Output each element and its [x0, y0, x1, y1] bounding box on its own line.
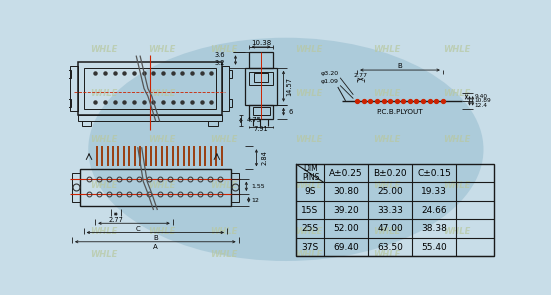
- Text: 38.38: 38.38: [422, 224, 447, 233]
- Text: 15S: 15S: [301, 206, 318, 215]
- Text: WHLE: WHLE: [90, 45, 117, 54]
- Text: 52.00: 52.00: [333, 224, 359, 233]
- Bar: [78, 115, 222, 121]
- Text: WHLE: WHLE: [442, 45, 470, 54]
- Bar: [231, 173, 239, 202]
- Text: WHLE: WHLE: [148, 135, 176, 144]
- Text: 3.2: 3.2: [215, 60, 225, 66]
- Text: WHLE: WHLE: [295, 227, 323, 236]
- Text: 37S: 37S: [301, 243, 318, 252]
- Text: B±0.20: B±0.20: [373, 169, 407, 178]
- Text: WHLE: WHLE: [148, 181, 176, 190]
- Text: B: B: [153, 235, 158, 241]
- Text: WHLE: WHLE: [210, 250, 237, 259]
- Text: 14.57: 14.57: [286, 77, 292, 96]
- Bar: [222, 66, 229, 111]
- Text: 9S: 9S: [304, 187, 316, 196]
- Bar: [249, 105, 273, 119]
- Bar: [67, 70, 71, 78]
- Text: WHLE: WHLE: [295, 89, 323, 98]
- Bar: [208, 121, 218, 126]
- Text: WHLE: WHLE: [90, 135, 117, 144]
- Bar: [250, 72, 273, 86]
- Text: C: C: [136, 226, 140, 232]
- Text: 10.38: 10.38: [251, 40, 271, 46]
- Text: WHLE: WHLE: [90, 89, 117, 98]
- Text: 25S: 25S: [301, 224, 318, 233]
- Bar: [82, 121, 91, 126]
- Text: 4.75: 4.75: [247, 117, 262, 123]
- Text: 69.40: 69.40: [333, 243, 359, 252]
- Text: WHLE: WHLE: [442, 135, 470, 144]
- Text: 55.40: 55.40: [422, 243, 447, 252]
- Text: 7.91: 7.91: [254, 126, 268, 132]
- Text: WHLE: WHLE: [148, 89, 176, 98]
- Text: 12: 12: [251, 198, 259, 203]
- Text: WHLE: WHLE: [295, 135, 323, 144]
- Text: 10.89: 10.89: [474, 98, 491, 103]
- Bar: [71, 66, 78, 111]
- Text: 2.77: 2.77: [109, 217, 123, 223]
- Text: WHLE: WHLE: [373, 135, 401, 144]
- Text: WHLE: WHLE: [90, 250, 117, 259]
- Text: 2.84: 2.84: [261, 150, 267, 165]
- Bar: [296, 164, 494, 256]
- Text: 33.33: 33.33: [377, 206, 403, 215]
- Bar: [252, 107, 269, 115]
- Text: WHLE: WHLE: [373, 181, 401, 190]
- Text: WHLE: WHLE: [442, 89, 470, 98]
- Text: WHLE: WHLE: [442, 181, 470, 190]
- Text: 3.6: 3.6: [215, 53, 225, 58]
- Text: WHLE: WHLE: [295, 181, 323, 190]
- Bar: [67, 99, 71, 107]
- Text: WHLE: WHLE: [210, 45, 237, 54]
- Text: 6: 6: [288, 109, 293, 115]
- Bar: [229, 99, 233, 107]
- Text: 39.20: 39.20: [333, 206, 359, 215]
- Text: φ1.09: φ1.09: [321, 79, 338, 84]
- Text: B: B: [398, 63, 402, 69]
- Text: A: A: [153, 244, 158, 250]
- Text: 1.55: 1.55: [251, 184, 264, 189]
- Text: WHLE: WHLE: [442, 227, 470, 236]
- Text: 24.66: 24.66: [422, 206, 447, 215]
- Text: 19.33: 19.33: [422, 187, 447, 196]
- Text: WHLE: WHLE: [295, 250, 323, 259]
- Text: PINS: PINS: [302, 173, 320, 182]
- Text: WHLE: WHLE: [148, 45, 176, 54]
- Text: WHLE: WHLE: [90, 227, 117, 236]
- Text: 25.00: 25.00: [377, 187, 403, 196]
- Text: WHLE: WHLE: [148, 227, 176, 236]
- Text: 2.77: 2.77: [354, 73, 368, 78]
- Bar: [229, 70, 233, 78]
- Text: WHLE: WHLE: [210, 135, 237, 144]
- Text: 30.80: 30.80: [333, 187, 359, 196]
- Text: WHLE: WHLE: [210, 227, 237, 236]
- Text: WHLE: WHLE: [373, 45, 401, 54]
- Text: WHLE: WHLE: [373, 89, 401, 98]
- Text: 12.4: 12.4: [474, 103, 487, 108]
- Bar: [245, 68, 277, 105]
- Text: WHLE: WHLE: [210, 181, 237, 190]
- Text: C±0.15: C±0.15: [417, 169, 451, 178]
- Ellipse shape: [88, 38, 483, 261]
- Bar: [249, 52, 273, 68]
- Bar: [80, 169, 231, 206]
- Text: WHLE: WHLE: [373, 227, 401, 236]
- Text: WHLE: WHLE: [373, 250, 401, 259]
- Bar: [72, 173, 80, 202]
- Text: DIM: DIM: [303, 164, 317, 173]
- Text: 9.40: 9.40: [474, 94, 487, 99]
- Bar: [254, 73, 268, 82]
- Text: WHLE: WHLE: [90, 181, 117, 190]
- Text: A±0.25: A±0.25: [329, 169, 363, 178]
- Bar: [84, 68, 216, 109]
- Text: WHLE: WHLE: [295, 45, 323, 54]
- Bar: [78, 62, 222, 115]
- Text: 63.50: 63.50: [377, 243, 403, 252]
- Text: 47.00: 47.00: [377, 224, 403, 233]
- Text: φ3.20: φ3.20: [321, 71, 338, 76]
- Text: P.C.B.PLYOUT: P.C.B.PLYOUT: [376, 109, 423, 115]
